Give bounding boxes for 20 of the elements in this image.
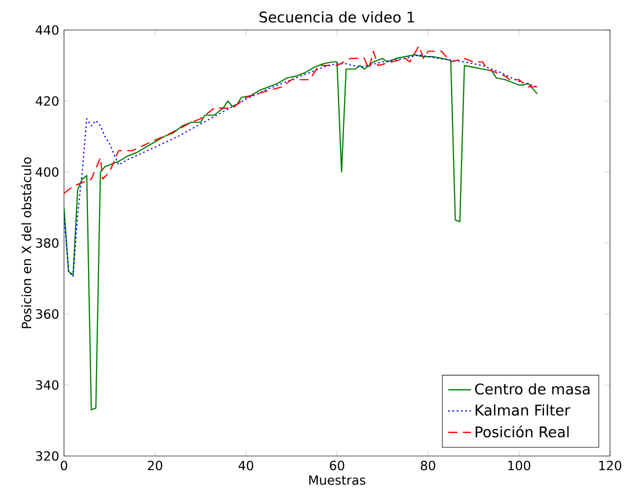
- x-tick-label: 120: [599, 460, 622, 470]
- y-tick-label: 440: [36, 25, 58, 35]
- y-axis-title: Posicion en X del obstáculo: [20, 157, 32, 328]
- x-tick-label: 0: [60, 460, 68, 470]
- legend-label: Kalman Filter: [476, 404, 570, 416]
- chart-title: Secuencia de video 1: [260, 11, 414, 23]
- legend-label: Centro de masa: [475, 383, 590, 395]
- x-tick-label: 60: [330, 460, 344, 470]
- y-tick-label: 420: [36, 96, 58, 106]
- x-tick-label: 40: [238, 460, 254, 470]
- legend-label: Posición Real: [476, 425, 569, 438]
- y-tick-label: 320: [36, 451, 58, 461]
- y-tick-label: 400: [36, 167, 58, 177]
- y-tick-label: 380: [36, 238, 58, 248]
- y-tick-label: 360: [36, 309, 58, 319]
- x-tick-label: 80: [420, 460, 436, 470]
- x-tick-label: 20: [148, 460, 162, 470]
- x-axis-title: Muestras: [309, 475, 366, 485]
- x-tick-label: 100: [508, 460, 530, 470]
- y-tick-label: 340: [36, 380, 58, 390]
